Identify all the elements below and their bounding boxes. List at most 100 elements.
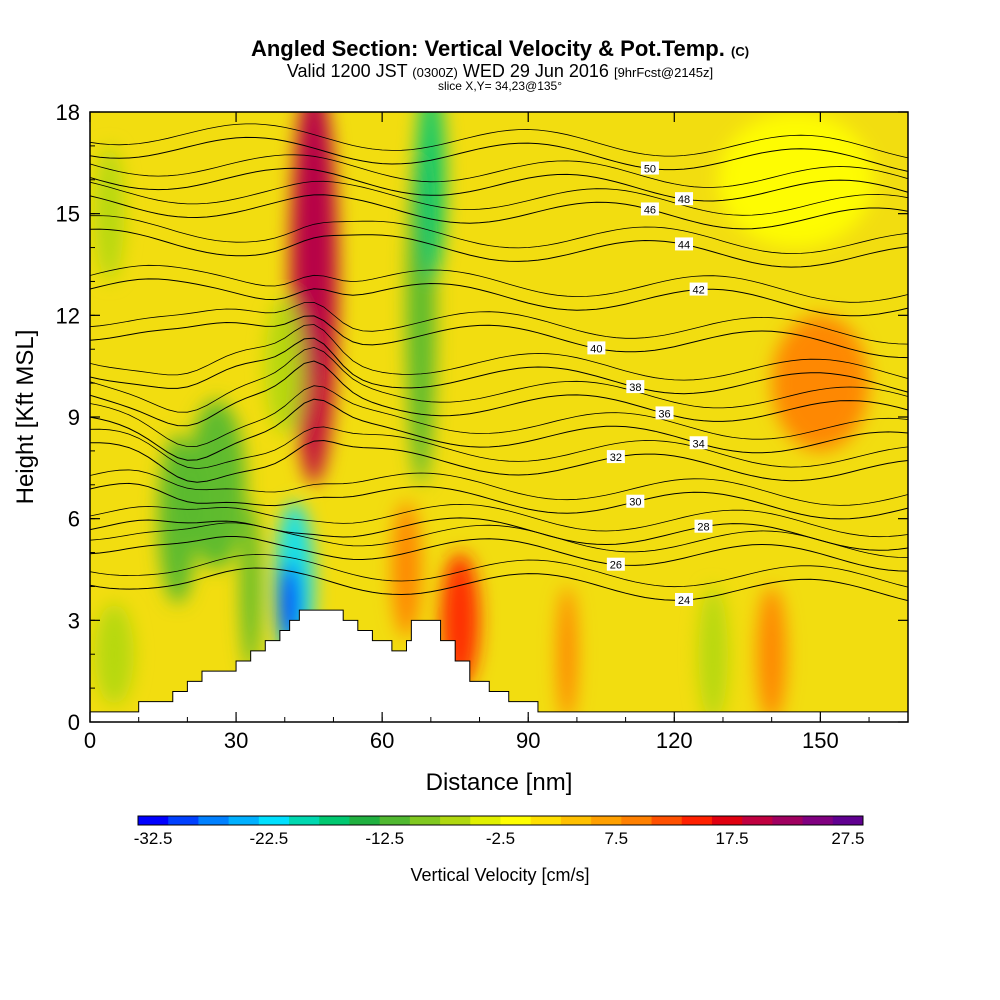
contour-label-bg	[675, 237, 694, 251]
colorbar-swatch	[379, 816, 411, 825]
colorbar-swatch	[530, 816, 562, 825]
velocity-cell	[265, 298, 305, 434]
theta-contour-line	[90, 385, 908, 448]
colorbar-swatch	[319, 816, 350, 825]
velocity-cell	[240, 501, 261, 672]
theta-contour-line	[90, 360, 908, 427]
colorbar-swatch	[198, 816, 230, 825]
colorbar-swatch	[560, 816, 592, 825]
y-tick-label: 3	[68, 608, 80, 633]
theta-contour-line	[90, 154, 908, 188]
theta-contour-line	[90, 346, 908, 413]
contour-label: 28	[697, 522, 709, 534]
theta-contour-line	[90, 228, 908, 268]
contour-label-bg	[606, 450, 625, 464]
colorbar-swatch	[832, 816, 864, 825]
velocity-cell	[391, 501, 422, 638]
contour-label: 34	[693, 438, 705, 450]
colorbar-tick-label: -32.5	[134, 829, 173, 848]
colorbar-tick-label: 17.5	[716, 829, 749, 848]
x-axis-label: Distance [nm]	[426, 769, 573, 796]
x-tick-label: 120	[656, 728, 693, 753]
colorbar: -32.5 -22.5 -12.5 -2.5 7.5 17.5 27.5	[134, 815, 864, 848]
theta-contour-line	[90, 215, 908, 255]
contour-label-bg	[675, 592, 694, 606]
contour-label-bg	[640, 202, 659, 216]
theta-contour-line	[90, 517, 908, 551]
colorbar-swatch	[138, 816, 169, 825]
contour-label-bg	[694, 519, 713, 533]
velocity-cell	[158, 433, 198, 604]
chart-title: Angled Section: Vertical Velocity & Pot.…	[250, 36, 750, 61]
contour-label: 48	[678, 194, 690, 206]
contour-label-bg	[640, 161, 659, 175]
contour-label: 44	[678, 239, 690, 251]
colorbar-swatch	[349, 816, 381, 825]
theta-contour-line	[90, 337, 908, 395]
contour-label-bg	[587, 341, 606, 355]
theta-contour-line	[90, 324, 908, 381]
x-tick-label: 30	[224, 728, 248, 753]
theta-contour-line	[90, 315, 908, 359]
y-tick-label: 0	[68, 710, 80, 735]
velocity-cell	[771, 315, 870, 451]
y-tick-label: 9	[68, 405, 80, 430]
contour-label: 26	[610, 560, 622, 572]
contour-label: 36	[658, 408, 670, 420]
colorbar-swatch	[772, 816, 804, 825]
colorbar-tick-label: -12.5	[365, 829, 404, 848]
colorbar-swatch	[711, 816, 743, 825]
contour-label: 40	[590, 343, 602, 355]
theta-contour-line	[90, 136, 908, 172]
colorbar-swatch	[500, 816, 532, 825]
theta-contour-line	[90, 567, 908, 602]
theta-contour-line	[90, 123, 908, 159]
colorbar-tick-label: -2.5	[486, 829, 515, 848]
velocity-cell	[698, 586, 728, 722]
x-tick-label: 0	[84, 728, 96, 753]
colorbar-swatch	[742, 816, 773, 825]
contour-label-bg	[626, 380, 645, 394]
colorbar-swatch	[289, 816, 320, 825]
contour-label-bg	[689, 436, 708, 450]
colorbar-swatch	[621, 816, 653, 825]
y-tick-label: 12	[56, 303, 80, 328]
colorbar-title: Vertical Velocity [cm/s]	[410, 865, 589, 885]
contour-label: 42	[693, 285, 705, 297]
colorbar-tick-label: 7.5	[604, 829, 628, 848]
y-tick-label: 18	[56, 100, 80, 125]
theta-contour-line	[90, 482, 908, 520]
velocity-cell	[416, 112, 446, 282]
colorbar-swatch	[591, 816, 622, 825]
velocity-cell	[718, 112, 874, 248]
contour-label: 46	[644, 204, 656, 216]
theta-contour-line	[90, 469, 908, 506]
x-tick-label: 90	[516, 728, 540, 753]
theta-contour-line	[90, 194, 908, 230]
theta-contour-line	[90, 278, 908, 317]
contour-label-bg	[655, 406, 674, 420]
velocity-blobs	[94, 112, 874, 722]
terrain	[90, 609, 908, 722]
theta-contour-line	[90, 536, 908, 572]
colorbar-swatch	[409, 816, 441, 825]
theta-contour-line	[90, 554, 908, 588]
colorbar-tick-label: -22.5	[250, 829, 289, 848]
y-axis-label: Height [Kft MSL]	[12, 330, 39, 505]
contour-label: 24	[678, 595, 690, 607]
contour-label: 32	[610, 452, 622, 464]
colorbar-frame	[137, 815, 864, 826]
contour-label: 38	[629, 382, 641, 394]
theta-contours: 24 26 28 30 32 34 36 38 40 42 44 46 48 50	[90, 123, 908, 607]
colorbar-swatch	[470, 816, 501, 825]
contour-label: 50	[644, 164, 656, 176]
theta-contour-line	[90, 301, 908, 345]
theta-contour-line	[90, 264, 908, 303]
theta-contour-line	[90, 503, 908, 538]
contour-label: 30	[629, 497, 641, 509]
velocity-cell	[94, 145, 125, 282]
velocity-cell	[557, 586, 577, 722]
colorbar-swatch	[228, 816, 260, 825]
